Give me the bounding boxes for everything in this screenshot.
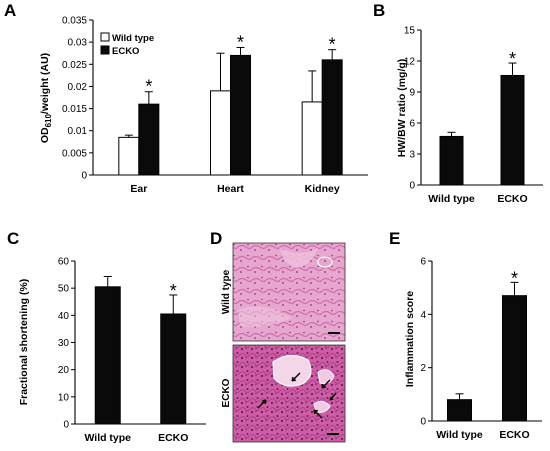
chart-b-significance-marker: * (509, 49, 516, 69)
chart-c-y-tick-label: 40 (58, 311, 70, 322)
chart-c-y-tick-label: 30 (58, 338, 70, 349)
chart-c-y-tick-label: 20 (58, 365, 70, 376)
lesion-region (272, 354, 312, 387)
histology-panel: Wild type ECKO (221, 242, 346, 443)
lesion-region (313, 400, 331, 413)
arrow-icon (291, 372, 301, 382)
chart-a-bar-ecko-kidney (321, 59, 343, 176)
panel-letter-d: D (210, 229, 222, 248)
chart-e: Inflammation score 0 2 4 6 Wild type ECKO * (404, 257, 542, 441)
chart-a-y-tick-label: 0.025 (62, 60, 87, 71)
chart-a-significance-marker: * (237, 32, 244, 52)
panel-letter-e: E (389, 229, 400, 248)
chart-a-significance-marker: * (145, 77, 152, 97)
arrow-icon (257, 399, 267, 409)
chart-b-bar-ecko (500, 74, 525, 186)
chart-b-y-axis-title: HW/BW ratio (mg/g) (396, 59, 408, 158)
legend-swatch-ecko (100, 45, 110, 55)
chart-e-bar-ecko (502, 295, 527, 422)
chart-e-bar-wild-type (447, 399, 472, 422)
legend-swatch-wild-type (100, 32, 110, 42)
chart-c-y-tick-label: 0 (63, 420, 69, 431)
legend-label-ecko: ECKO (112, 46, 139, 57)
chart-e-y-tick-label: 0 (420, 417, 426, 428)
chart-e-y-axis-title: Inflammation score (404, 291, 416, 387)
chart-b-x-tick-label: Wild type (428, 193, 475, 205)
chart-a-significance-marker: * (329, 35, 336, 55)
chart-e-x-tick-label: ECKO (499, 429, 529, 441)
chart-a-bar-ecko-heart (230, 54, 251, 176)
histology-image-ecko (232, 344, 346, 443)
chart-c-bar-wild-type (94, 286, 121, 425)
chart-e-significance-marker: * (511, 268, 518, 288)
chart-a-bar-wild-type-kidney (301, 101, 323, 176)
chart-a-y-tick-label: 0.015 (62, 104, 87, 115)
chart-c-y-tick-label: 10 (58, 392, 70, 403)
chart-c-y-tick-label: 50 (58, 284, 70, 295)
tissue-pale-region (280, 248, 318, 268)
chart-a-bar-wild-type-ear (118, 136, 140, 176)
chart-a: OD610/weight (AU) Wild type ECKO 0 0.005 0… (39, 16, 368, 195)
chart-e-x-tick-label: Wild type (436, 429, 483, 441)
chart-a-legend: Wild type ECKO (100, 32, 154, 57)
chart-a-y-axis-title-main: OD (39, 127, 51, 143)
chart-a-y-tick-label: 0.01 (68, 126, 88, 137)
panel-letter-a: A (4, 1, 16, 20)
chart-a-y-axis-title: OD610/weight (AU) (39, 53, 53, 143)
panel-letter-c: C (7, 229, 19, 248)
chart-c-y-axis-title: Fractional shortening (%) (18, 279, 30, 406)
tissue-pale-region (238, 306, 292, 327)
chart-b-y-tick-label: 12 (404, 57, 416, 68)
chart-e-y-tick-label: 2 (420, 363, 426, 374)
chart-c-y-tick-label: 60 (58, 257, 70, 268)
chart-b: HW/BW ratio (mg/g) 0 3 6 9 12 15 Wild type ECKO… (396, 26, 543, 205)
panel-letter-b: B (373, 1, 385, 20)
chart-b-bar-wild-type (439, 135, 464, 186)
chart-e-y-tick-label: 4 (420, 310, 426, 321)
chart-a-y-axis-title-rest: /weight (AU) (39, 53, 51, 114)
chart-a-bar-ecko-ear (138, 103, 160, 176)
chart-a-y-axis-title-sub: 610 (44, 114, 53, 128)
chart-c-x-tick-label: ECKO (158, 432, 188, 444)
arrow-icon (329, 392, 337, 401)
chart-b-y-tick-label: 9 (409, 88, 415, 99)
chart-b-y-tick-label: 15 (404, 26, 416, 37)
chart-c-bar-ecko (160, 313, 187, 425)
chart-a-y-tick-label: 0.035 (62, 16, 87, 27)
legend-label-wild-type: Wild type (112, 33, 154, 44)
chart-b-y-tick-label: 0 (409, 181, 415, 192)
chart-a-x-tick-label: Ear (130, 183, 147, 195)
chart-a-y-tick-label: 0 (81, 171, 87, 182)
arrow-icon (313, 409, 323, 419)
chart-a-bar-wild-type-heart (210, 90, 231, 176)
arrow-icon (321, 379, 331, 389)
chart-b-y-tick-label: 6 (409, 119, 415, 130)
chart-a-y-tick-label: 0.02 (68, 82, 88, 93)
chart-c-x-tick-label: Wild type (84, 432, 131, 444)
histology-image-wild-type (232, 242, 346, 342)
chart-a-x-tick-label: Heart (217, 183, 244, 195)
chart-a-y-tick-label: 0.03 (68, 38, 88, 49)
chart-c: Fractional shortening (%) 0 10 20 30 40 50 60 W… (18, 257, 206, 444)
chart-c-significance-marker: * (170, 281, 177, 301)
chart-a-x-tick-label: Kidney (305, 183, 340, 195)
chart-b-y-tick-label: 3 (409, 150, 415, 161)
histology-label-wild-type: Wild type (221, 269, 232, 314)
chart-e-y-tick-label: 6 (420, 257, 426, 268)
chart-b-x-tick-label: ECKO (497, 193, 527, 205)
vessel-outline (317, 256, 333, 268)
chart-a-y-tick-label: 0.005 (62, 148, 87, 159)
histology-label-ecko: ECKO (221, 378, 232, 407)
